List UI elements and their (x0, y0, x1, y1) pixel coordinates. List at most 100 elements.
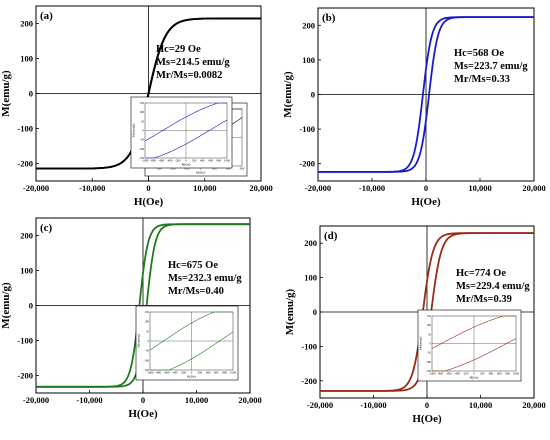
y-tick-label: 200 (20, 231, 33, 241)
y-axis-label: M(emu/g) (0, 70, 12, 117)
x-axis-label: H(Oe) (134, 196, 164, 208)
inset-x-tick-label: 0 (191, 371, 193, 375)
x-tick-label: -10,000 (76, 395, 102, 405)
inset-x-tick-label: 1000 (230, 371, 237, 375)
x-tick-label: 20,000 (522, 183, 545, 193)
loop-ascending-branch (318, 16, 534, 173)
y-axis-label: M(emu/g) (0, 282, 12, 329)
y-tick-label: -100 (17, 124, 33, 134)
x-axis-label: H(Oe) (412, 413, 442, 425)
inset-x-tick-label: -600 (159, 159, 165, 163)
x-tick-label: -10,000 (359, 183, 385, 193)
x-tick-label: 10,000 (193, 183, 216, 193)
inset-x-tick-label: 200 (480, 372, 485, 376)
inset-x-tick-label: 1000 (224, 159, 231, 163)
inset-x-tick-label: -200 (463, 372, 469, 376)
annotation: Hc=568 Oe (454, 48, 504, 59)
x-tick-label: -20,000 (305, 183, 331, 193)
annotation: Mr/Ms=0.39 (456, 294, 512, 305)
inset-x-tick-label: -400 (172, 371, 178, 375)
inset-branch-lower (145, 119, 228, 159)
inset-branch-upper (144, 102, 227, 142)
inset-y-tick-label: 100 (145, 320, 150, 324)
y-tick-label: 100 (20, 54, 33, 64)
annotation: Ms=232.3 emu/g (168, 273, 242, 284)
y-tick-label: -200 (17, 159, 33, 169)
x-tick-label: 20,000 (249, 183, 272, 193)
y-tick-label: 0 (311, 90, 315, 100)
inset-y-tick-label: 50 (146, 329, 150, 333)
x-axis-label: H(Oe) (128, 408, 158, 420)
x-tick-label: 20,000 (522, 400, 545, 410)
x-tick-label: 10,000 (185, 395, 208, 405)
inset-x-tick-label: -600 (446, 372, 452, 376)
panel-label: (d) (324, 230, 338, 242)
inset-branch-upper (431, 315, 516, 349)
loop-ascending-branch (36, 17, 261, 170)
inset-y-axis-label: M(emu/g) (132, 124, 136, 138)
x-tick-label: 0 (141, 395, 145, 405)
inset: -1000 -800 -600 -400 -200 0 200 400 600 800 1000-1… (135, 305, 239, 381)
inset-y-tick-label: 50 (141, 119, 145, 123)
y-tick-label: 100 (304, 273, 317, 283)
annotation: Ms=229.4 emu/g (456, 281, 530, 292)
annotation: Mr/Ms=0.40 (168, 286, 224, 297)
panel-label: (c) (40, 222, 53, 234)
inset-y-tick-label: -50 (427, 351, 431, 355)
inset-y-tick-label: 100 (427, 323, 432, 327)
x-tick-label: -20,000 (307, 400, 333, 410)
x-tick-label: -10,000 (360, 400, 386, 410)
inset-x-axis-label: H(Oe) (470, 376, 479, 380)
panel-label: (a) (40, 10, 53, 22)
inset-x-tick-label: -800 (150, 159, 156, 163)
inset-x-tick-label: 0 (185, 159, 187, 163)
inset-y-tick-label: 150 (140, 101, 145, 105)
x-tick-label: -10,000 (79, 183, 105, 193)
x-tick-label: 0 (146, 183, 150, 193)
inset-x-tick-label: -1000 (142, 159, 149, 163)
y-tick-label: 0 (313, 307, 317, 317)
inset-x-tick-label: -1000 (429, 372, 436, 376)
inset-y-tick-label: -150 (144, 368, 150, 372)
inset-x-tick-label: 800 (222, 371, 227, 375)
inset-y-tick-label: 150 (427, 314, 432, 318)
y-tick-label: 100 (20, 266, 33, 276)
inset-y-axis-label: M(emu/g) (419, 337, 423, 351)
inset-y-tick-label: 100 (140, 110, 145, 114)
y-tick-label: -100 (17, 336, 33, 346)
inset-x-tick-label: 600 (497, 372, 502, 376)
inset-x-axis-label: H(Oe) (182, 163, 191, 167)
x-tick-label: -20,000 (23, 395, 49, 405)
panel-b: -20,000 -10,000 0 10,000 20,000-200-10001002… (130, 7, 546, 208)
y-tick-label: 0 (29, 89, 33, 99)
inset-y-axis-label: M(emu/g) (137, 334, 141, 348)
inset-x-tick-label: 400 (200, 159, 205, 163)
x-tick-label: 10,000 (468, 183, 491, 193)
inset-x-tick-label: 400 (489, 372, 494, 376)
annotation: Ms=214.5 emu/g (156, 57, 230, 68)
inset-y-tick-label: 150 (145, 310, 150, 314)
annotation: Hc=774 Oe (456, 268, 506, 279)
inset-frame (130, 96, 233, 169)
inset-x-tick-label: -100 (184, 167, 190, 171)
x-tick-label: 0 (424, 183, 428, 193)
x-tick-label: 10,000 (469, 400, 492, 410)
x-axis-label: H(Oe) (411, 196, 441, 208)
annotation: Mr/Ms=0.0082 (156, 70, 222, 81)
inset-y-tick-label: -150 (139, 156, 145, 160)
inset-y-tick-label: -100 (144, 358, 150, 362)
y-axis-label: M(emu/g) (284, 288, 296, 335)
inset-x-tick-label: 100 (212, 167, 217, 171)
annotation: Hc=675 Oe (168, 260, 218, 271)
inset-x-tick-label: -800 (156, 371, 162, 375)
inset-x-tick-label: -1000 (147, 371, 154, 375)
y-tick-label: -200 (17, 371, 33, 381)
inset-y-tick-label: -150 (426, 369, 432, 373)
y-tick-label: 200 (20, 19, 33, 29)
annotation: Mr/Ms=0.33 (454, 74, 510, 85)
inset-y-tick-label: 0 (148, 339, 150, 343)
inset-y-tick-label: 0 (143, 129, 145, 133)
inset-x-tick-label: -800 (438, 372, 444, 376)
inset: -1000 -800 -600 -400 -200 0 200 400 600 800 1000-1… (130, 96, 233, 169)
inset-x-tick-label: 0 (200, 167, 202, 171)
